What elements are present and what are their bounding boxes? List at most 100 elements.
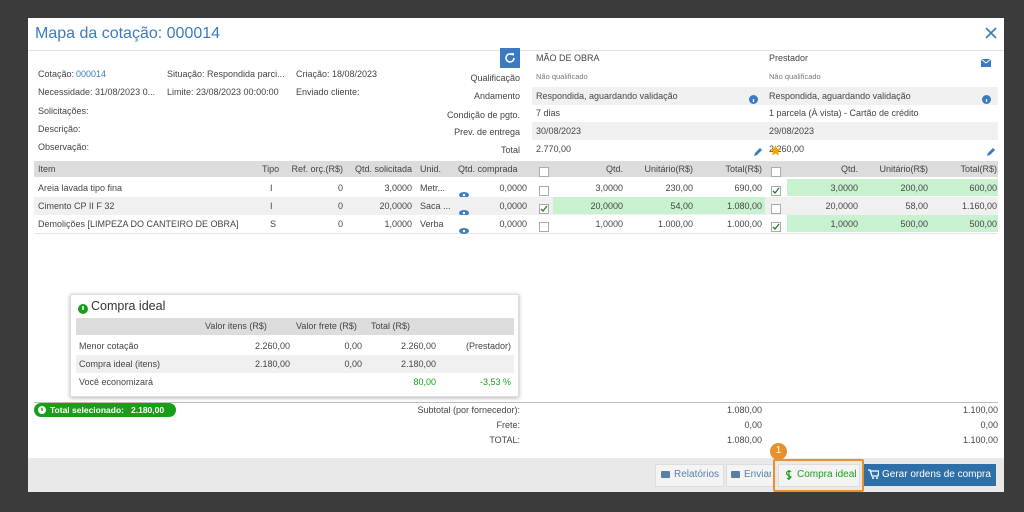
quote-value: 1.000,00 — [726, 219, 762, 229]
quote-value: 1,0000 — [830, 219, 858, 229]
info-icon — [982, 91, 991, 104]
purchased: 0,0000 — [499, 201, 527, 211]
quote-value: 1.160,00 — [961, 201, 997, 211]
supplier-total: 1.100,00 — [962, 435, 998, 445]
supplier-total: 0,00 — [980, 420, 998, 430]
unit: Metr... — [420, 183, 446, 193]
info-icon — [749, 91, 758, 104]
icon — [661, 471, 670, 478]
supplier-delivery: 30/08/2023 — [536, 126, 582, 136]
field-label: Total — [500, 145, 520, 155]
ideal-row — [76, 373, 514, 391]
ideal-row — [76, 355, 514, 373]
ideal-row — [76, 337, 514, 355]
quote-value: 3,0000 — [830, 183, 858, 193]
close-button[interactable] — [985, 27, 997, 39]
row-bg — [532, 122, 998, 140]
refresh-button[interactable] — [500, 48, 520, 68]
table-header — [34, 161, 998, 177]
dialog-title: Mapa da cotação: 000014 — [35, 25, 221, 42]
created: Criação: 18/08/2023 — [296, 69, 378, 79]
ideal-column: Valor itens (R$) — [205, 321, 267, 331]
checkbox[interactable] — [539, 164, 549, 177]
type: I — [270, 183, 273, 193]
field-label: Qualificação — [470, 73, 520, 83]
view-icon[interactable] — [459, 203, 469, 216]
button-label: Gerar ordens de compra — [882, 469, 991, 480]
selected-label: Total selecionado: — [50, 405, 124, 415]
checkbox[interactable] — [771, 164, 781, 177]
mail-icon[interactable] — [980, 54, 992, 67]
quote-value: 20,0000 — [590, 201, 623, 211]
quote-value: 500,00 — [969, 219, 997, 229]
selected-cells — [787, 179, 998, 196]
limit: Limite: 23/08/2023 00:00:00 — [167, 87, 279, 97]
ref: 0 — [337, 219, 343, 229]
column-header: Total(R$) — [960, 164, 997, 174]
button-label: Compra ideal — [797, 469, 857, 480]
quote-value: 1,0000 — [595, 219, 623, 229]
notes: Observação: — [38, 142, 90, 152]
qualification: Não qualificado — [769, 72, 821, 81]
quote-value: 54,00 — [670, 201, 693, 211]
checkbox[interactable] — [771, 201, 781, 214]
requested: 3,0000 — [384, 183, 412, 193]
column-header: Unitário(R$) — [644, 164, 693, 174]
ideal-freight: 0,00 — [344, 359, 362, 369]
field-label: Andamento — [473, 91, 520, 101]
quote-value: 20,0000 — [825, 201, 858, 211]
column-header: Qtd. — [605, 164, 623, 174]
column-header: Total(R$) — [725, 164, 762, 174]
ideal-total: 2.260,00 — [400, 341, 436, 351]
column-header: Item — [38, 164, 56, 174]
unit: Saca ... — [420, 201, 451, 211]
edit-icon[interactable] — [986, 144, 996, 156]
unit: Verba — [420, 219, 444, 229]
purchased: 0,0000 — [499, 183, 527, 193]
ideal-items: 2.180,00 — [254, 359, 290, 369]
ideal-button[interactable] — [778, 464, 860, 487]
ideal-column: Total (R$) — [371, 321, 411, 331]
supplier-total: 2.770,00 — [536, 144, 572, 154]
ideal-label: Menor cotação — [79, 341, 139, 351]
view-icon[interactable] — [459, 221, 469, 234]
summary-label: Frete: — [496, 420, 520, 430]
supplier-payment: 1 parcela (À vista) - Cartão de crédito — [769, 108, 919, 118]
column-header: Ref. orç.(R$) — [291, 164, 343, 174]
label: Cotação: — [38, 69, 75, 79]
supplier-total: 1.080,00 — [726, 405, 762, 415]
column-header: Qtd. solicitada — [354, 164, 412, 174]
edit-icon[interactable] — [753, 144, 763, 156]
field-label: Prev. de entrega — [454, 127, 520, 137]
checkbox[interactable] — [539, 183, 549, 196]
checkbox[interactable] — [539, 219, 549, 232]
requested: 1,0000 — [384, 219, 412, 229]
supplier-payment: 7 dias — [536, 108, 561, 118]
description: Descrição: — [38, 124, 81, 134]
view-icon[interactable] — [459, 185, 469, 198]
column-header: Tipo — [262, 164, 280, 174]
ideal-icon — [78, 301, 88, 314]
icon — [786, 470, 792, 480]
ideal-label: Compra ideal (itens) — [79, 359, 161, 369]
checkbox[interactable] — [539, 201, 549, 214]
selected-cells — [553, 197, 765, 214]
qualification: Não qualificado — [536, 72, 588, 81]
supplier-total: 1.100,00 — [962, 405, 998, 415]
purchased: 0,0000 — [499, 219, 527, 229]
checkbox[interactable] — [771, 183, 781, 196]
column-header: Unitário(R$) — [879, 164, 928, 174]
reports-button[interactable] — [655, 464, 724, 487]
column-header: Qtd. comprada — [458, 164, 518, 174]
quote-value: 200,00 — [900, 183, 928, 193]
ideal-note: -3,53 % — [479, 377, 511, 387]
generate-button[interactable] — [864, 464, 996, 486]
quote-link[interactable]: 000014 — [76, 69, 107, 79]
divider — [34, 402, 998, 403]
quote-value: 600,00 — [969, 183, 997, 193]
ideal-column: Valor frete (R$) — [296, 321, 357, 331]
ref: 0 — [337, 183, 343, 193]
checkbox[interactable] — [771, 219, 781, 232]
callout-number: 1 — [775, 445, 782, 456]
